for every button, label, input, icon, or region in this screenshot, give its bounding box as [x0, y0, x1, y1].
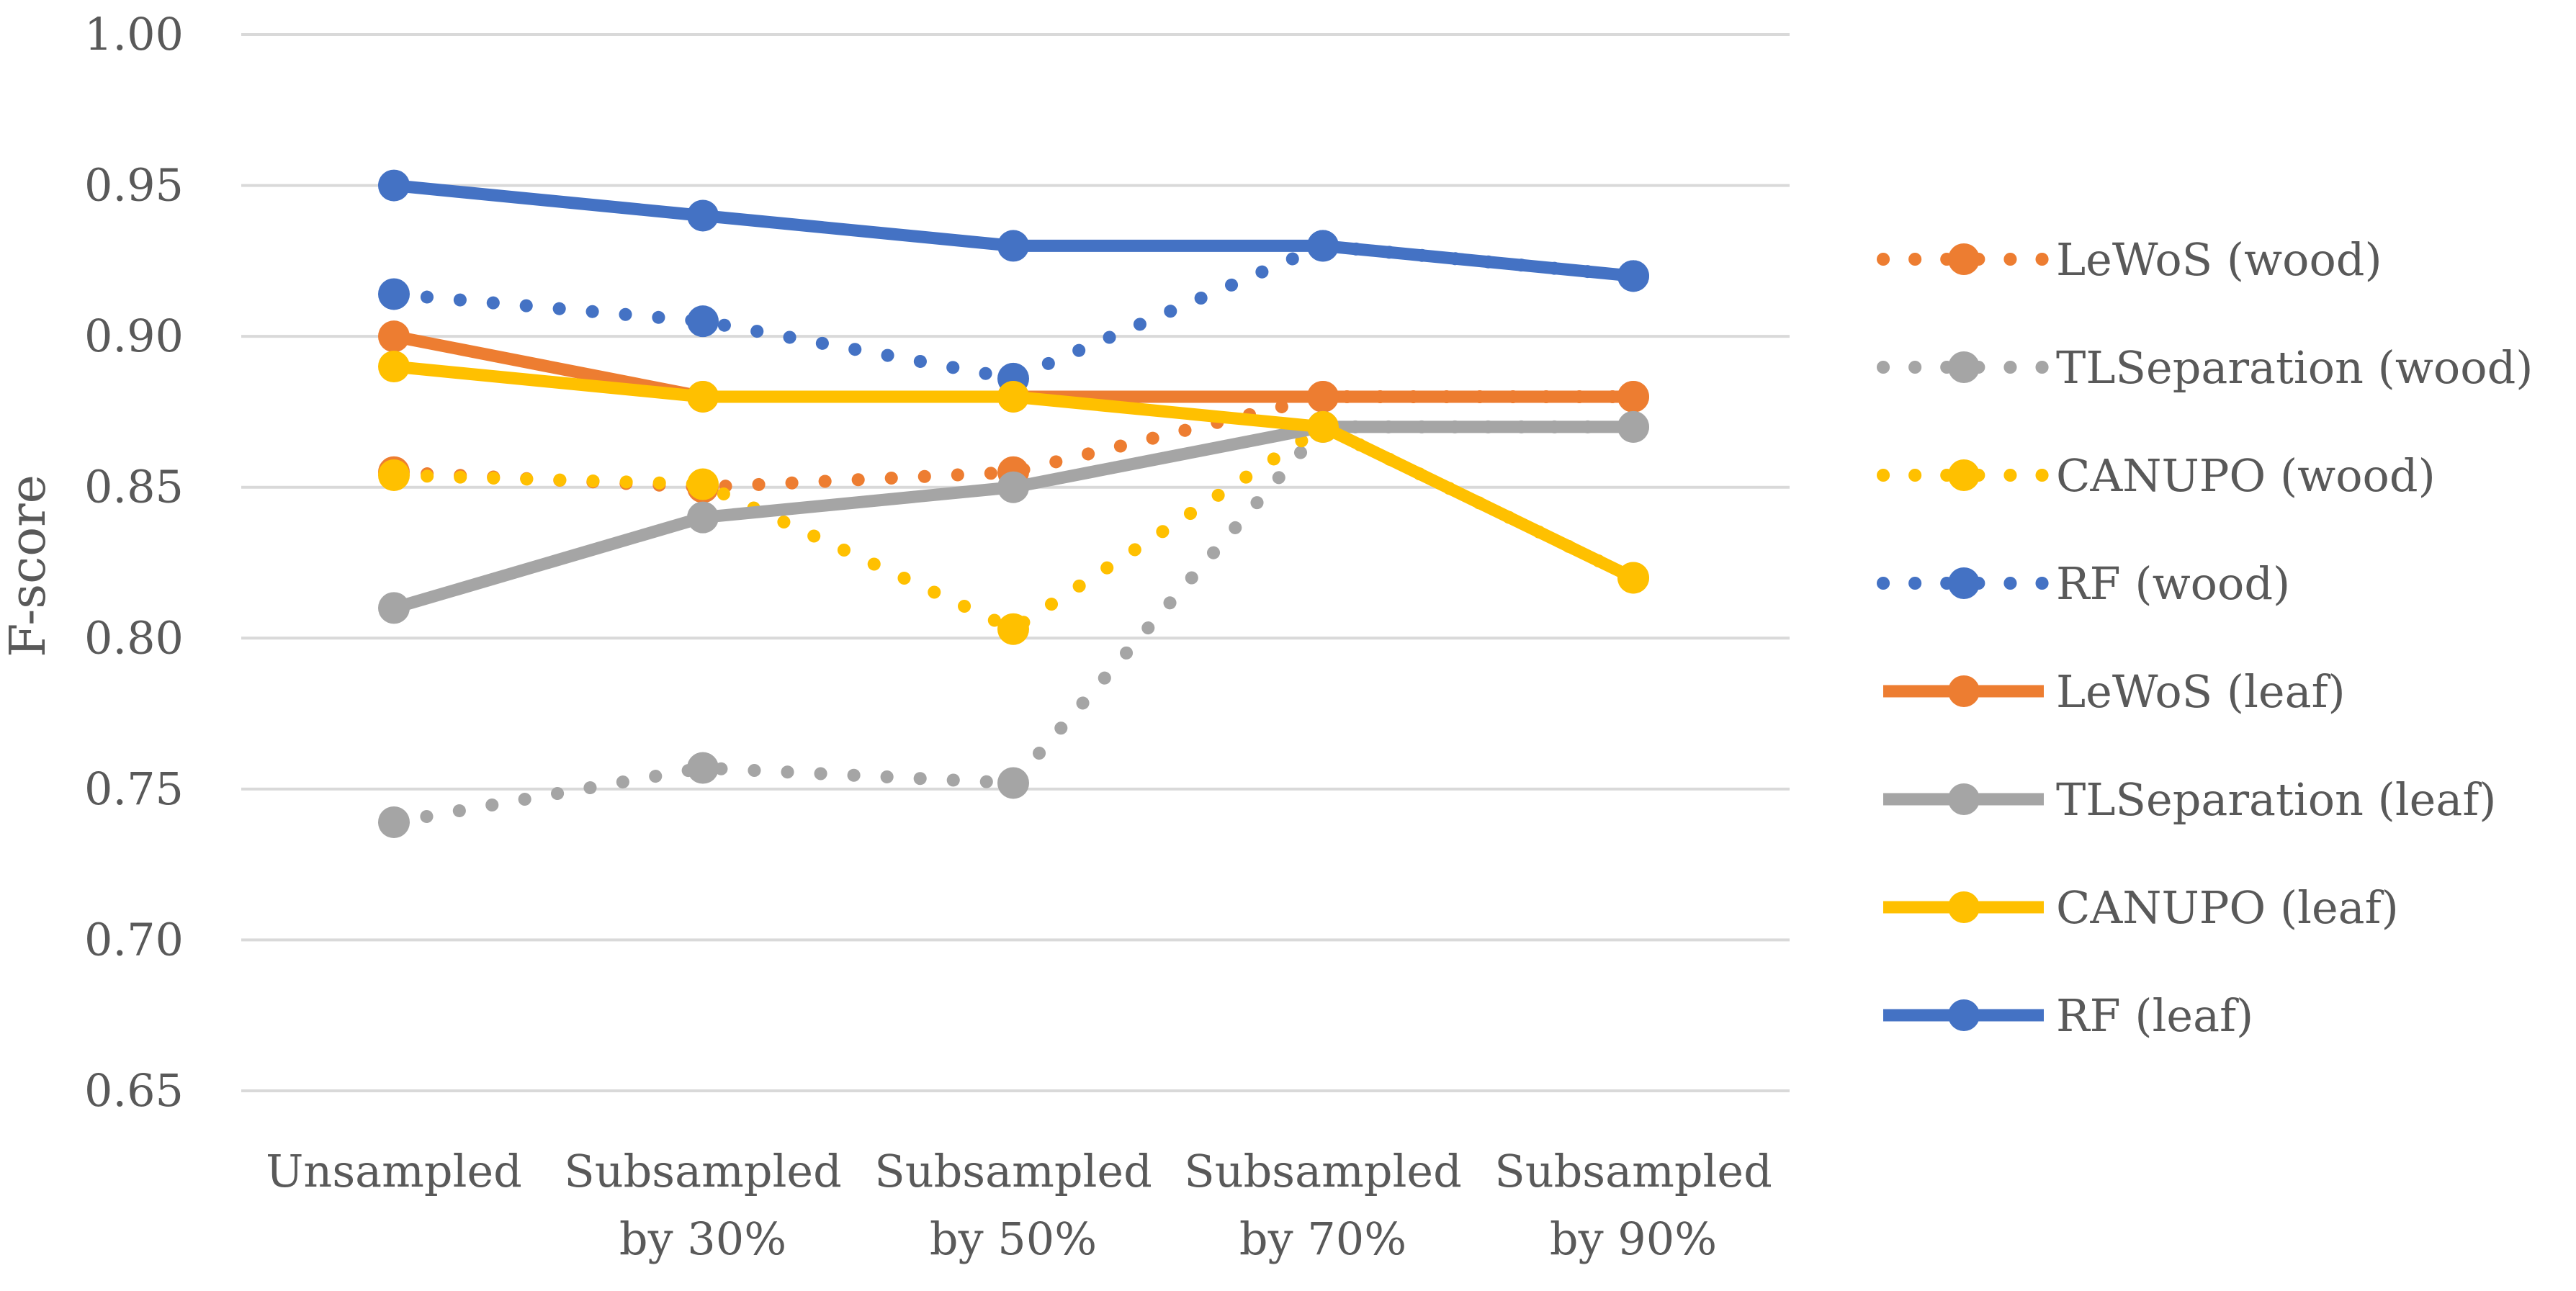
data-point: [687, 199, 719, 232]
data-point: [378, 806, 410, 838]
data-point: [378, 169, 410, 202]
legend-swatch-marker: [1948, 459, 1980, 491]
x-category-label: Subsampled: [564, 1145, 842, 1197]
data-point: [997, 613, 1029, 645]
legend-item: CANUPO (leaf): [1883, 881, 2399, 934]
y-tick-label: 0.80: [84, 611, 184, 664]
data-point: [1617, 562, 1649, 594]
series-line: [392, 420, 1633, 614]
data-point: [687, 468, 719, 500]
data-point: [687, 305, 719, 338]
y-tick-label: 0.75: [84, 763, 184, 815]
data-point: [997, 230, 1029, 262]
series-lines: [378, 169, 1649, 838]
data-point: [378, 592, 410, 624]
legend-item: TLSeparation (wood): [1877, 341, 2533, 394]
data-point: [1617, 380, 1649, 413]
y-tick-label: 0.95: [84, 159, 184, 212]
legend-item: CANUPO (wood): [1877, 449, 2436, 502]
data-point: [1617, 260, 1649, 292]
legend: LeWoS (wood) TLSeparation (wood) CANUPO (w…: [1877, 233, 2533, 1042]
legend-swatch-marker: [1948, 891, 1980, 923]
data-point: [378, 459, 410, 491]
legend-item: LeWoS (wood): [1877, 233, 2382, 286]
y-axis-title: F-score: [0, 474, 57, 657]
x-category-label: Unsampled: [266, 1145, 522, 1197]
data-point: [1307, 230, 1339, 262]
data-point: [687, 380, 719, 413]
data-point: [997, 380, 1029, 413]
x-category-label: by 70%: [1239, 1213, 1406, 1265]
data-point: [687, 501, 719, 534]
data-point: [687, 752, 719, 784]
data-point: [378, 351, 410, 383]
data-point: [1307, 380, 1339, 413]
data-point: [997, 767, 1029, 799]
y-tick-label: 0.65: [84, 1064, 184, 1117]
data-point: [1617, 410, 1649, 443]
legend-item: TLSeparation (leaf): [1883, 773, 2496, 826]
data-point: [378, 320, 410, 353]
series-5: [378, 410, 1649, 624]
legend-label: LeWoS (leaf): [2056, 665, 2346, 718]
y-tick-label: 0.70: [84, 913, 184, 966]
legend-label: RF (wood): [2056, 557, 2290, 610]
legend-swatch-marker: [1948, 675, 1980, 707]
data-point: [378, 278, 410, 310]
legend-swatch-marker: [1948, 783, 1980, 815]
legend-label: TLSeparation (leaf): [2056, 773, 2496, 826]
series-line: [387, 239, 1640, 386]
series-6: [378, 351, 1649, 594]
legend-swatch-marker: [1948, 567, 1980, 599]
x-axis-categories: Unsampled Subsampled by 30% Subsampled by 50…: [266, 1145, 1772, 1265]
x-category-label: Subsampled: [1494, 1145, 1772, 1197]
legend-label: TLSeparation (wood): [2056, 341, 2533, 394]
x-category-label: Subsampled: [874, 1145, 1152, 1197]
legend-label: CANUPO (leaf): [2056, 881, 2399, 934]
series-7: [378, 169, 1649, 292]
legend-item: RF (leaf): [1883, 989, 2253, 1042]
y-tick-label: 1.00: [84, 8, 184, 60]
x-category-label: by 30%: [619, 1213, 786, 1265]
y-tick-label: 0.90: [84, 310, 184, 362]
x-category-label: Subsampled: [1184, 1145, 1462, 1197]
legend-swatch-marker: [1948, 351, 1980, 383]
legend-item: LeWoS (leaf): [1883, 665, 2346, 718]
y-tick-label: 0.85: [84, 461, 184, 513]
legend-swatch-marker: [1948, 243, 1980, 275]
legend-swatch-marker: [1948, 999, 1980, 1031]
y-axis-ticks: 0.65 0.70 0.75 0.80 0.85 0.90 0.95 1.00: [84, 8, 184, 1117]
data-point: [997, 471, 1029, 503]
legend-label: LeWoS (wood): [2056, 233, 2382, 286]
x-category-label: by 50%: [930, 1213, 1097, 1265]
legend-label: RF (leaf): [2056, 989, 2253, 1042]
x-category-label: by 90%: [1550, 1213, 1717, 1265]
legend-item: RF (wood): [1877, 557, 2290, 610]
series-2: [378, 410, 1649, 645]
legend-label: CANUPO (wood): [2056, 449, 2436, 502]
data-point: [1307, 410, 1339, 443]
